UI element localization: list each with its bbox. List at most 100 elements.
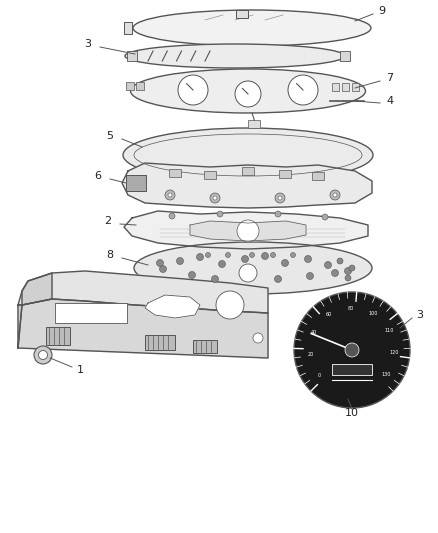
Bar (169, 169, 181, 177)
Circle shape (156, 260, 163, 266)
Circle shape (235, 81, 261, 107)
Bar (242, 167, 254, 175)
Text: 40: 40 (311, 329, 317, 335)
Circle shape (349, 265, 355, 271)
Circle shape (237, 220, 259, 242)
Text: 5: 5 (106, 131, 113, 141)
Circle shape (337, 258, 343, 264)
Circle shape (304, 255, 311, 262)
Circle shape (325, 262, 332, 269)
Circle shape (219, 261, 226, 268)
Polygon shape (190, 221, 306, 241)
Circle shape (188, 271, 195, 279)
Circle shape (290, 253, 296, 257)
Circle shape (178, 75, 208, 105)
Text: 20: 20 (307, 352, 313, 357)
Bar (126, 175, 146, 191)
Ellipse shape (133, 10, 371, 46)
Text: 8: 8 (106, 250, 113, 260)
Circle shape (213, 196, 217, 200)
Circle shape (169, 213, 175, 219)
Bar (352, 83, 359, 91)
Text: 10: 10 (345, 408, 359, 418)
Circle shape (345, 275, 351, 281)
Circle shape (271, 253, 276, 257)
Bar (55, 303, 127, 323)
Circle shape (210, 193, 220, 203)
Text: 7: 7 (386, 73, 394, 83)
Text: 4: 4 (386, 96, 394, 106)
Text: 100: 100 (368, 311, 378, 316)
Text: 9: 9 (378, 6, 385, 16)
Circle shape (217, 211, 223, 217)
Circle shape (165, 190, 175, 200)
Circle shape (275, 193, 285, 203)
Ellipse shape (134, 242, 372, 294)
Circle shape (261, 253, 268, 260)
Bar (279, 170, 291, 178)
Polygon shape (18, 299, 268, 358)
Circle shape (275, 276, 282, 282)
Text: 3: 3 (417, 310, 424, 320)
Circle shape (159, 265, 166, 272)
Text: 1: 1 (77, 365, 84, 375)
Circle shape (322, 214, 328, 220)
Circle shape (345, 343, 359, 357)
Circle shape (34, 346, 52, 364)
Circle shape (168, 193, 172, 197)
Polygon shape (18, 273, 52, 348)
Text: 0: 0 (318, 373, 321, 378)
Bar (204, 171, 216, 179)
Circle shape (244, 273, 251, 280)
Bar (127, 51, 137, 61)
Circle shape (282, 260, 289, 266)
Bar (46, 327, 70, 345)
Bar (193, 340, 217, 353)
Text: 6: 6 (95, 171, 102, 181)
Bar (312, 172, 324, 180)
Circle shape (239, 264, 257, 282)
Circle shape (205, 253, 211, 257)
Circle shape (345, 268, 352, 274)
Bar (332, 364, 372, 375)
Polygon shape (124, 211, 368, 249)
Circle shape (333, 193, 337, 197)
Text: 3: 3 (85, 39, 92, 49)
Bar (124, 22, 132, 34)
Ellipse shape (125, 44, 345, 68)
Text: 60: 60 (326, 312, 332, 317)
Bar (248, 120, 260, 128)
Text: 80: 80 (348, 305, 354, 311)
Bar (332, 83, 339, 91)
Circle shape (241, 255, 248, 262)
Circle shape (278, 196, 282, 200)
Circle shape (226, 253, 230, 257)
Bar (342, 83, 349, 91)
Polygon shape (122, 163, 372, 208)
Bar (136, 82, 144, 90)
Circle shape (197, 254, 204, 261)
Circle shape (177, 257, 184, 264)
Bar (145, 335, 175, 350)
Text: 120: 120 (389, 350, 399, 355)
Polygon shape (145, 295, 200, 318)
Ellipse shape (131, 69, 365, 113)
Ellipse shape (123, 128, 373, 182)
Circle shape (250, 253, 254, 257)
Text: 130: 130 (381, 372, 391, 377)
Bar (126, 82, 134, 90)
Circle shape (39, 351, 47, 359)
Bar (340, 51, 350, 61)
Text: 2: 2 (104, 216, 112, 226)
Circle shape (253, 333, 263, 343)
Circle shape (330, 190, 340, 200)
Circle shape (216, 291, 244, 319)
Circle shape (275, 211, 281, 217)
Circle shape (294, 292, 410, 408)
Circle shape (332, 270, 339, 277)
Bar (236, 10, 248, 18)
Circle shape (212, 276, 219, 282)
Polygon shape (18, 271, 268, 313)
Text: 110: 110 (384, 328, 394, 333)
Circle shape (288, 75, 318, 105)
